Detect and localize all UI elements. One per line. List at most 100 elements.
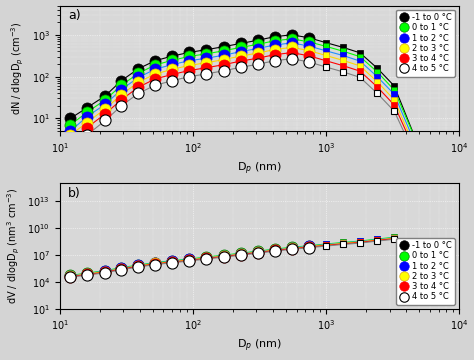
1 to 2 °C [238,251,244,256]
4 to 5 °C [289,57,294,61]
-1 to 0 °C [118,78,124,83]
2 to 3 °C [169,67,175,71]
4 to 5 °C [221,255,227,259]
3 to 4 °C [136,85,141,89]
3 to 4 °C [169,260,175,264]
-1 to 0 °C [186,50,192,54]
3 to 4 °C [272,53,277,57]
4 to 5 °C [67,145,73,150]
2 to 3 °C [118,93,124,97]
-1 to 0 °C [152,261,158,266]
1 to 2 °C [152,67,158,71]
2 to 3 °C [221,58,227,62]
Line: 0 to 1 °C: 0 to 1 °C [65,240,314,281]
3 to 4 °C [289,247,294,251]
-1 to 0 °C [272,35,277,39]
0 to 1 °C [152,260,158,265]
1 to 2 °C [255,46,260,51]
1 to 2 °C [306,44,311,48]
2 to 3 °C [306,48,311,53]
-1 to 0 °C [84,272,90,276]
4 to 5 °C [169,78,175,83]
1 to 2 °C [289,246,294,250]
2 to 3 °C [272,248,277,252]
2 to 3 °C [255,250,260,254]
2 to 3 °C [203,60,209,65]
0 to 1 °C [118,266,124,270]
4 to 5 °C [186,75,192,79]
-1 to 0 °C [102,269,108,274]
0 to 1 °C [221,49,227,53]
0 to 1 °C [255,42,260,46]
4 to 5 °C [84,133,90,137]
-1 to 0 °C [186,258,192,262]
3 to 4 °C [255,251,260,255]
-1 to 0 °C [221,45,227,49]
-1 to 0 °C [289,246,294,250]
Legend: -1 to 0 °C, 0 to 1 °C, 1 to 2 °C, 2 to 3 °C, 3 to 4 °C, 4 to 5 °C: -1 to 0 °C, 0 to 1 °C, 1 to 2 °C, 2 to 3… [396,238,455,305]
1 to 2 °C [221,53,227,57]
Line: 4 to 5 °C: 4 to 5 °C [65,242,314,283]
1 to 2 °C [221,253,227,258]
1 to 2 °C [136,75,141,80]
2 to 3 °C [84,272,90,276]
0 to 1 °C [102,98,108,102]
0 to 1 °C [152,63,158,67]
-1 to 0 °C [306,36,311,40]
4 to 5 °C [136,265,141,269]
3 to 4 °C [255,56,260,60]
1 to 2 °C [203,56,209,60]
1 to 2 °C [67,274,73,278]
4 to 5 °C [238,65,244,69]
-1 to 0 °C [84,105,90,110]
0 to 1 °C [118,83,124,87]
-1 to 0 °C [152,59,158,63]
4 to 5 °C [102,118,108,122]
3 to 4 °C [221,63,227,67]
Legend: -1 to 0 °C, 0 to 1 °C, 1 to 2 °C, 2 to 3 °C, 3 to 4 °C, 4 to 5 °C: -1 to 0 °C, 0 to 1 °C, 1 to 2 °C, 2 to 3… [396,10,455,77]
1 to 2 °C [203,255,209,260]
4 to 5 °C [238,253,244,257]
Line: 1 to 2 °C: 1 to 2 °C [65,37,314,136]
4 to 5 °C [306,60,311,64]
4 to 5 °C [118,267,124,272]
-1 to 0 °C [118,266,124,271]
4 to 5 °C [152,262,158,267]
2 to 3 °C [67,133,73,137]
4 to 5 °C [306,246,311,250]
2 to 3 °C [289,45,294,50]
2 to 3 °C [67,274,73,278]
Text: b): b) [68,187,81,200]
-1 to 0 °C [306,244,311,249]
1 to 2 °C [136,263,141,267]
Line: 1 to 2 °C: 1 to 2 °C [65,240,314,282]
-1 to 0 °C [238,252,244,256]
0 to 1 °C [289,37,294,41]
Line: 3 to 4 °C: 3 to 4 °C [65,242,314,282]
1 to 2 °C [118,87,124,92]
4 to 5 °C [272,59,277,63]
Line: -1 to 0 °C: -1 to 0 °C [65,241,314,282]
4 to 5 °C [203,72,209,76]
Y-axis label: dV / dlogD$_p$ (nm$^3$ cm$^{-3}$): dV / dlogD$_p$ (nm$^3$ cm$^{-3}$) [6,188,22,304]
0 to 1 °C [255,249,260,253]
3 to 4 °C [272,248,277,253]
3 to 4 °C [136,264,141,269]
2 to 3 °C [152,261,158,266]
3 to 4 °C [186,258,192,262]
Line: 2 to 3 °C: 2 to 3 °C [65,241,314,282]
3 to 4 °C [118,267,124,271]
-1 to 0 °C [221,254,227,258]
Line: 2 to 3 °C: 2 to 3 °C [65,42,314,141]
-1 to 0 °C [203,256,209,260]
0 to 1 °C [306,40,311,44]
1 to 2 °C [84,114,90,119]
1 to 2 °C [169,259,175,263]
2 to 3 °C [102,269,108,274]
1 to 2 °C [255,249,260,254]
1 to 2 °C [186,257,192,262]
2 to 3 °C [136,80,141,84]
0 to 1 °C [84,110,90,114]
1 to 2 °C [169,62,175,67]
0 to 1 °C [272,247,277,251]
